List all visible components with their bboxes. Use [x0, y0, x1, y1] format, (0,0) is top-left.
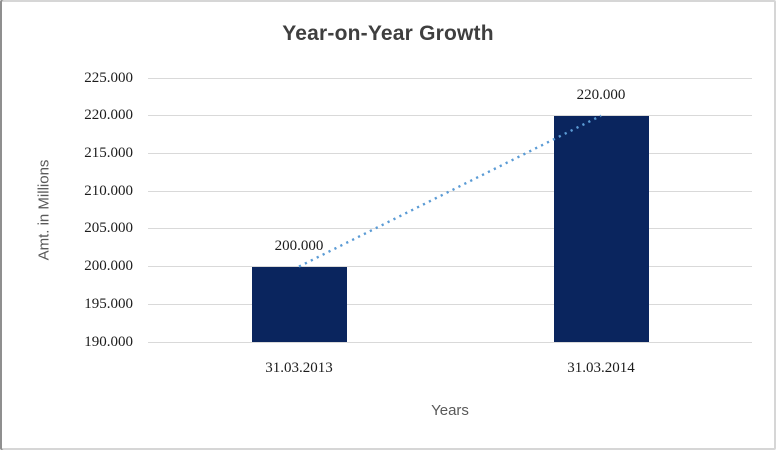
- gridline: [148, 228, 752, 230]
- y-axis-tick-label: 225.000: [84, 69, 133, 86]
- bar-value-label: 200.000: [274, 237, 324, 254]
- chart-title: Year-on-Year Growth: [282, 22, 494, 45]
- gridline: [148, 341, 752, 343]
- y-axis-tick-label: 210.000: [84, 182, 133, 199]
- bar: [553, 115, 649, 342]
- bar: [251, 266, 347, 342]
- y-axis-tick-label: 215.000: [84, 144, 133, 161]
- gridline: [148, 115, 752, 117]
- y-axis-tick-label: 205.000: [84, 220, 133, 237]
- bar-value-label: 220.000: [576, 86, 626, 103]
- x-axis-title: Years: [431, 402, 469, 419]
- y-axis-tick-label: 220.000: [84, 107, 133, 124]
- gridline: [148, 303, 752, 305]
- y-axis-title: Amt. in Millions: [35, 159, 53, 261]
- gridline: [148, 77, 752, 79]
- gridline: [148, 152, 752, 154]
- x-axis-tick-label: 31.03.2014: [567, 360, 635, 376]
- x-axis-tick-label: 31.03.2013: [265, 360, 333, 376]
- y-axis-tick-label: 195.000: [84, 295, 133, 312]
- gridline: [148, 190, 752, 192]
- y-axis-tick-label: 190.000: [84, 333, 133, 350]
- gridline: [148, 266, 752, 268]
- y-axis-tick-label: 200.000: [84, 258, 133, 275]
